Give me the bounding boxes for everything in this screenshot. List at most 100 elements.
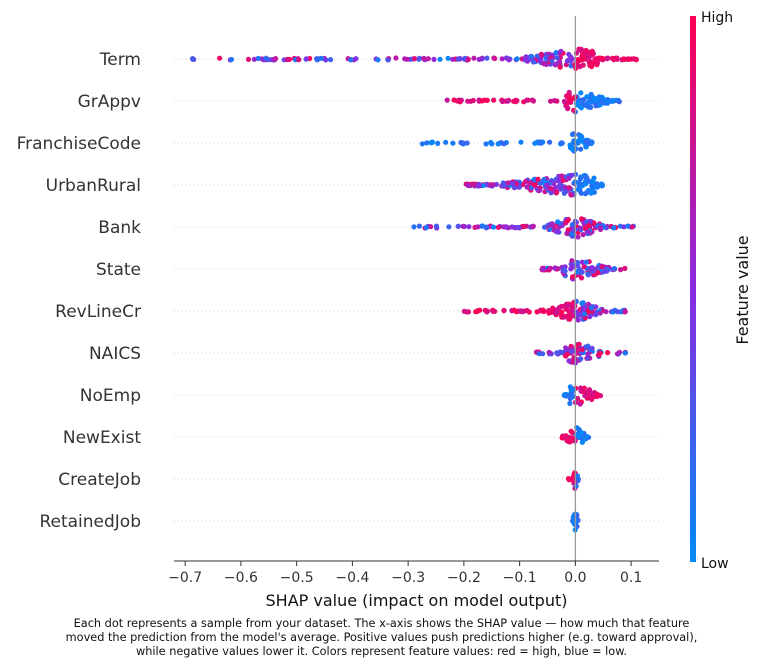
x-tick-label: −0.5 [280,570,314,586]
x-tick-label: 0.1 [620,570,642,586]
shap-dot [622,265,628,271]
shap-dot [573,483,579,489]
shap-dot [572,62,578,68]
shap-dot [584,94,590,100]
shap-dot [471,55,477,61]
shap-dot [621,224,627,230]
x-tick-label: −0.2 [447,570,481,586]
shap-dot [557,60,563,66]
shap-dot [579,101,585,107]
shap-dot [611,57,617,63]
shap-dot [569,131,576,137]
caption-line-1: Each dot represents a sample from your d… [73,617,690,630]
shap-dot [518,139,524,145]
shap-dot [585,351,591,357]
feature-label: Bank [98,218,141,238]
shap-dot [455,223,461,229]
colorbar-high-label: High [701,10,733,26]
shap-dot [582,174,588,180]
shap-dot [566,89,572,95]
shap-dot [524,97,530,103]
shap-dot [580,52,586,58]
shap-dot [495,141,501,147]
shap-dot [564,230,570,236]
shap-dot [524,307,530,314]
shap-dot [491,224,497,230]
shap-dot [599,264,605,270]
shap-dot [578,146,584,152]
shap-dot [609,97,616,103]
shap-dot [555,177,562,183]
shap-dot [506,57,512,63]
shap-dot [489,141,495,147]
shap-dot [568,428,574,434]
shap-dot [593,312,599,318]
shap-dot [510,98,517,104]
shap-dots [190,46,640,533]
shap-dot [586,54,592,60]
shap-dot [513,309,520,315]
shap-dot [477,307,483,313]
shap-dot [568,192,574,198]
shap-dot [622,309,628,315]
shap-dot [446,224,452,230]
shap-dot [484,55,490,61]
shap-dot [416,55,422,61]
shap-dot [532,182,538,188]
shap-dot [455,56,461,62]
shap-dot [585,272,592,278]
shap-dot [424,140,430,146]
shap-dot [501,182,508,188]
shap-dot [318,55,324,61]
shap-dot [576,312,582,319]
shap-dot [460,223,466,229]
feature-label: UrbanRural [46,176,141,196]
shap-dot [588,91,594,97]
shap-dot [470,181,476,187]
feature-label: FranchiseCode [17,134,141,154]
shap-dot [554,190,560,196]
shap-dot [514,224,520,231]
shap-dot [585,343,591,349]
shap-dot [559,309,565,315]
shap-dot [612,266,618,272]
shap-dot [625,223,631,229]
shap-dot [611,225,617,231]
shap-dot [584,49,590,55]
shap-dot [583,259,589,265]
shap-dot [482,307,488,313]
shap-dot [626,56,632,63]
shap-dot [558,48,564,54]
shap-dot [616,99,622,105]
shap-dot [594,393,600,400]
shap-dot [577,434,583,440]
shap-dot [598,225,604,231]
shap-dot [578,105,584,111]
shap-dot [559,173,565,179]
shap-dot [566,358,572,364]
colorbar [690,16,696,562]
shap-dot [551,98,558,104]
shap-dot [582,56,588,62]
colorbar-low-label: Low [701,556,729,572]
shap-dot [561,98,568,104]
shap-dot [517,308,523,314]
shap-dot [421,55,427,62]
shap-dot [541,308,547,315]
shap-dot [465,56,471,63]
shap-dot [565,93,571,99]
shap-dot [584,229,590,235]
shap-dot [476,56,482,63]
shap-dot [484,97,490,103]
shap-dot [588,265,594,271]
shap-dot [618,267,624,273]
caption-line-2: moved the prediction from the model's av… [65,631,698,644]
x-axis-title: SHAP value (impact on model output) [266,591,568,610]
chart-caption: Each dot represents a sample from your d… [0,617,763,659]
shap-dot [553,229,560,235]
shap-dot [450,140,456,146]
shap-dot [314,57,320,63]
shap-dot [562,268,568,274]
shap-dot [501,307,507,313]
shap-dot [587,314,593,320]
